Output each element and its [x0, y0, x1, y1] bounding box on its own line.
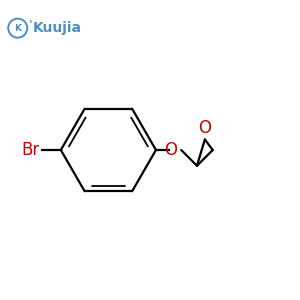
Text: °: °: [28, 20, 32, 29]
Text: Kuujia: Kuujia: [33, 21, 82, 35]
Text: O: O: [164, 141, 177, 159]
Text: K: K: [14, 24, 21, 33]
Text: O: O: [198, 119, 212, 137]
Text: Br: Br: [22, 141, 40, 159]
